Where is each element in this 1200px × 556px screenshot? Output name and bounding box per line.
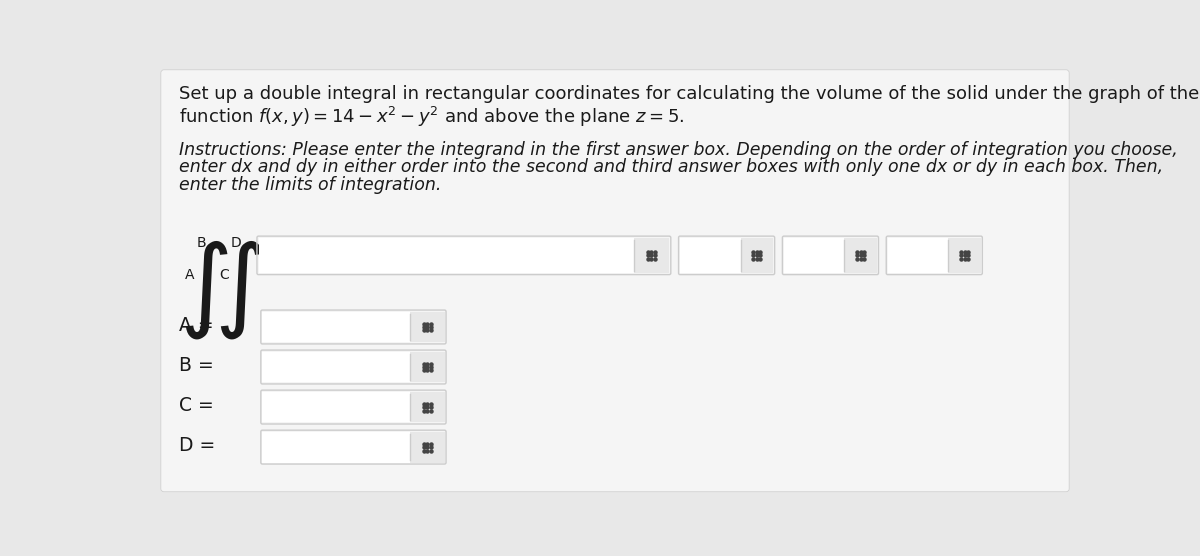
Bar bbox=[740, 237, 773, 273]
Text: $\int$: $\int$ bbox=[180, 237, 229, 341]
Bar bbox=[410, 351, 444, 383]
Bar bbox=[948, 237, 980, 273]
Text: enter dx and dy in either order into the second and third answer boxes with only: enter dx and dy in either order into the… bbox=[180, 158, 1164, 176]
Bar bbox=[888, 237, 948, 273]
Text: D =: D = bbox=[180, 436, 216, 455]
Text: function $f(x, y) = 14 - x^2 - y^2$ and above the plane $z = 5$.: function $f(x, y) = 14 - x^2 - y^2$ and … bbox=[180, 105, 685, 130]
Text: enter the limits of integration.: enter the limits of integration. bbox=[180, 176, 442, 194]
Text: A: A bbox=[185, 269, 194, 282]
Bar bbox=[263, 311, 410, 342]
Text: C =: C = bbox=[180, 396, 214, 415]
Text: A =: A = bbox=[180, 316, 214, 335]
Text: B =: B = bbox=[180, 356, 214, 375]
Bar bbox=[784, 237, 845, 273]
Bar bbox=[263, 431, 410, 463]
Bar bbox=[258, 237, 634, 273]
Text: D: D bbox=[230, 236, 241, 250]
Bar bbox=[263, 351, 410, 383]
Bar bbox=[410, 391, 444, 423]
Bar bbox=[410, 431, 444, 463]
Bar bbox=[634, 237, 670, 273]
Text: Instructions: Please enter the integrand in the first answer box. Depending on t: Instructions: Please enter the integrand… bbox=[180, 141, 1178, 158]
Bar bbox=[410, 311, 444, 342]
Text: B: B bbox=[197, 236, 206, 250]
Bar bbox=[845, 237, 877, 273]
Bar bbox=[680, 237, 740, 273]
Bar bbox=[263, 391, 410, 423]
Text: $\int$: $\int$ bbox=[214, 237, 263, 341]
FancyBboxPatch shape bbox=[161, 70, 1069, 492]
Text: Set up a double integral in rectangular coordinates for calculating the volume o: Set up a double integral in rectangular … bbox=[180, 85, 1200, 103]
Text: C: C bbox=[218, 269, 229, 282]
